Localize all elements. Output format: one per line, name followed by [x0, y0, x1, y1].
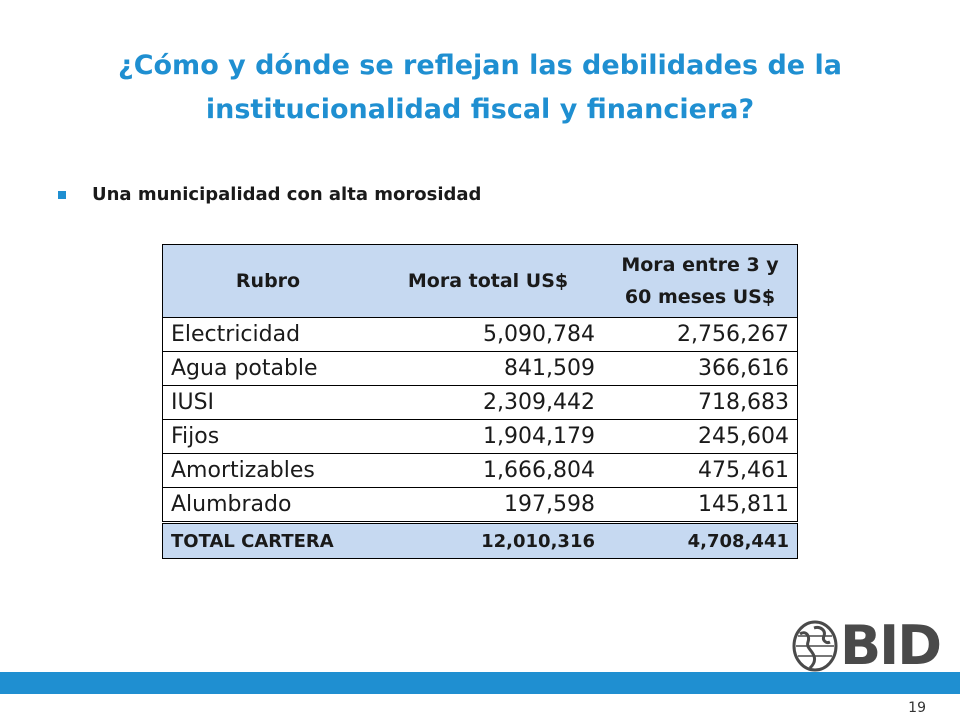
cell-mora-3-60: 2,756,267 [603, 317, 798, 352]
globe-icon [792, 620, 838, 671]
cell-rubro: Agua potable [162, 351, 373, 386]
slide-title-line-1: ¿Cómo y dónde se reflejan las debilidade… [118, 50, 842, 81]
page-number: 19 [908, 700, 926, 716]
table-row: IUSI 2,309,442 718,683 [162, 385, 798, 420]
header-rubro: Rubro [162, 244, 373, 318]
table-total-row: TOTAL CARTERA 12,010,316 4,708,441 [162, 521, 798, 559]
bid-logo-text: BID [840, 614, 942, 677]
table-row: Electricidad 5,090,784 2,756,267 [162, 317, 798, 352]
footer-bar [0, 672, 960, 694]
slide-title: ¿Cómo y dónde se reflejan las debilidade… [60, 44, 900, 132]
cell-mora-total: 197,598 [373, 487, 603, 523]
delinquency-table: Rubro Mora total US$ Mora entre 3 y 60 m… [162, 244, 798, 559]
cell-mora-total: 1,904,179 [373, 419, 603, 454]
table-row: Amortizables 1,666,804 475,461 [162, 453, 798, 488]
slide-title-line-2: institucionalidad fiscal y financiera? [205, 94, 755, 125]
bullet-item: Una municipalidad con alta morosidad [58, 184, 481, 205]
table-header-row: Rubro Mora total US$ Mora entre 3 y 60 m… [162, 244, 798, 318]
cell-mora-3-60: 475,461 [603, 453, 798, 488]
square-bullet-icon [58, 190, 66, 199]
cell-rubro: Alumbrado [162, 487, 373, 523]
cell-rubro: Amortizables [162, 453, 373, 488]
cell-mora-3-60: 245,604 [603, 419, 798, 454]
table-row: Alumbrado 197,598 145,811 [162, 487, 798, 523]
total-mora: 12,010,316 [373, 521, 603, 559]
cell-mora-total: 5,090,784 [373, 317, 603, 352]
table-row: Agua potable 841,509 366,616 [162, 351, 798, 386]
header-mora-3-60: Mora entre 3 y 60 meses US$ [603, 244, 798, 318]
cell-mora-total: 2,309,442 [373, 385, 603, 420]
cell-rubro: Electricidad [162, 317, 373, 352]
total-label: TOTAL CARTERA [162, 521, 373, 559]
cell-mora-total: 1,666,804 [373, 453, 603, 488]
cell-mora-total: 841,509 [373, 351, 603, 386]
total-mora-3-60: 4,708,441 [603, 521, 798, 559]
bid-logo: BID [792, 614, 942, 677]
cell-rubro: IUSI [162, 385, 373, 420]
cell-mora-3-60: 145,811 [603, 487, 798, 523]
table-row: Fijos 1,904,179 245,604 [162, 419, 798, 454]
cell-mora-3-60: 366,616 [603, 351, 798, 386]
cell-mora-3-60: 718,683 [603, 385, 798, 420]
bullet-text: Una municipalidad con alta morosidad [92, 184, 482, 205]
cell-rubro: Fijos [162, 419, 373, 454]
header-mora-total: Mora total US$ [373, 244, 603, 318]
